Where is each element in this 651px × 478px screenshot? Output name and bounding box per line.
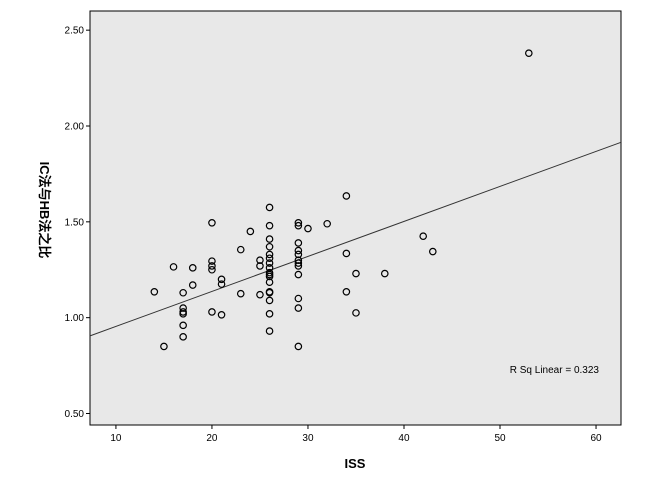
data-point	[294, 250, 303, 259]
y-tick-label: 1.00	[65, 313, 85, 324]
data-point	[246, 227, 255, 236]
data-point	[419, 232, 427, 241]
data-point	[179, 310, 187, 318]
plot-area-background	[89, 10, 622, 426]
data-point	[236, 245, 245, 254]
data-point	[294, 270, 303, 279]
data-point	[179, 321, 187, 330]
r-squared-annotation: R Sq Linear = 0.323	[510, 365, 600, 376]
data-point	[188, 264, 197, 272]
data-point	[208, 308, 216, 316]
data-point	[294, 262, 303, 270]
data-point	[236, 289, 245, 298]
data-point	[256, 256, 264, 264]
data-point	[294, 294, 303, 303]
x-axis: 10 20 30 40 50 60	[110, 425, 602, 444]
data-point	[265, 296, 274, 305]
data-point	[208, 257, 216, 265]
data-point	[160, 342, 168, 351]
data-point	[265, 327, 274, 335]
data-point	[428, 247, 437, 256]
y-tick-label: 2.00	[65, 122, 85, 133]
data-point	[169, 263, 178, 271]
data-point	[256, 262, 264, 270]
data-point	[294, 221, 303, 230]
data-point	[265, 221, 274, 230]
data-point	[208, 262, 216, 270]
data-point	[294, 239, 303, 247]
data-point	[208, 218, 216, 227]
data-point	[265, 272, 274, 281]
data-point	[217, 280, 226, 288]
data-point	[323, 219, 331, 228]
data-point	[179, 288, 187, 297]
data-point	[265, 254, 274, 263]
data-point	[294, 259, 303, 267]
data-point	[179, 304, 187, 312]
data-point	[342, 192, 351, 200]
data-point	[294, 304, 303, 312]
data-point	[294, 256, 303, 264]
data-point	[265, 288, 274, 297]
data-point	[342, 249, 351, 258]
data-point	[150, 287, 159, 296]
data-point	[294, 246, 303, 255]
data-point	[256, 290, 264, 299]
linear-fit-line	[89, 141, 622, 337]
data-point	[294, 342, 303, 351]
data-point	[380, 269, 389, 278]
data-point	[304, 224, 312, 233]
data-point	[179, 333, 187, 341]
data-point	[352, 309, 360, 317]
y-axis-title: IC法与HB法之比	[37, 162, 52, 259]
data-point	[265, 203, 274, 212]
y-axis: 0.50 1.00 1.50 2.00 2.50	[65, 26, 90, 420]
data-point	[265, 250, 274, 259]
x-tick-label: 20	[206, 433, 218, 444]
data-point	[208, 265, 216, 274]
data-points	[150, 49, 533, 351]
data-point	[217, 275, 226, 284]
x-tick-label: 40	[398, 433, 410, 444]
x-tick-label: 60	[590, 433, 602, 444]
data-point	[265, 278, 274, 287]
x-tick-label: 30	[302, 433, 314, 444]
data-point	[342, 287, 351, 296]
data-point	[265, 310, 274, 318]
y-tick-label: 0.50	[65, 409, 85, 420]
data-point	[352, 269, 360, 278]
data-point	[217, 310, 226, 319]
x-tick-label: 50	[494, 433, 506, 444]
data-point	[525, 49, 533, 57]
x-axis-title: ISS	[345, 456, 366, 471]
y-tick-label: 1.50	[65, 217, 85, 228]
data-point	[188, 281, 197, 289]
data-point	[265, 259, 274, 267]
data-point	[294, 218, 303, 227]
y-tick-label: 2.50	[65, 26, 85, 37]
data-point	[265, 242, 274, 251]
data-point	[265, 235, 274, 243]
x-tick-label: 10	[110, 433, 122, 444]
